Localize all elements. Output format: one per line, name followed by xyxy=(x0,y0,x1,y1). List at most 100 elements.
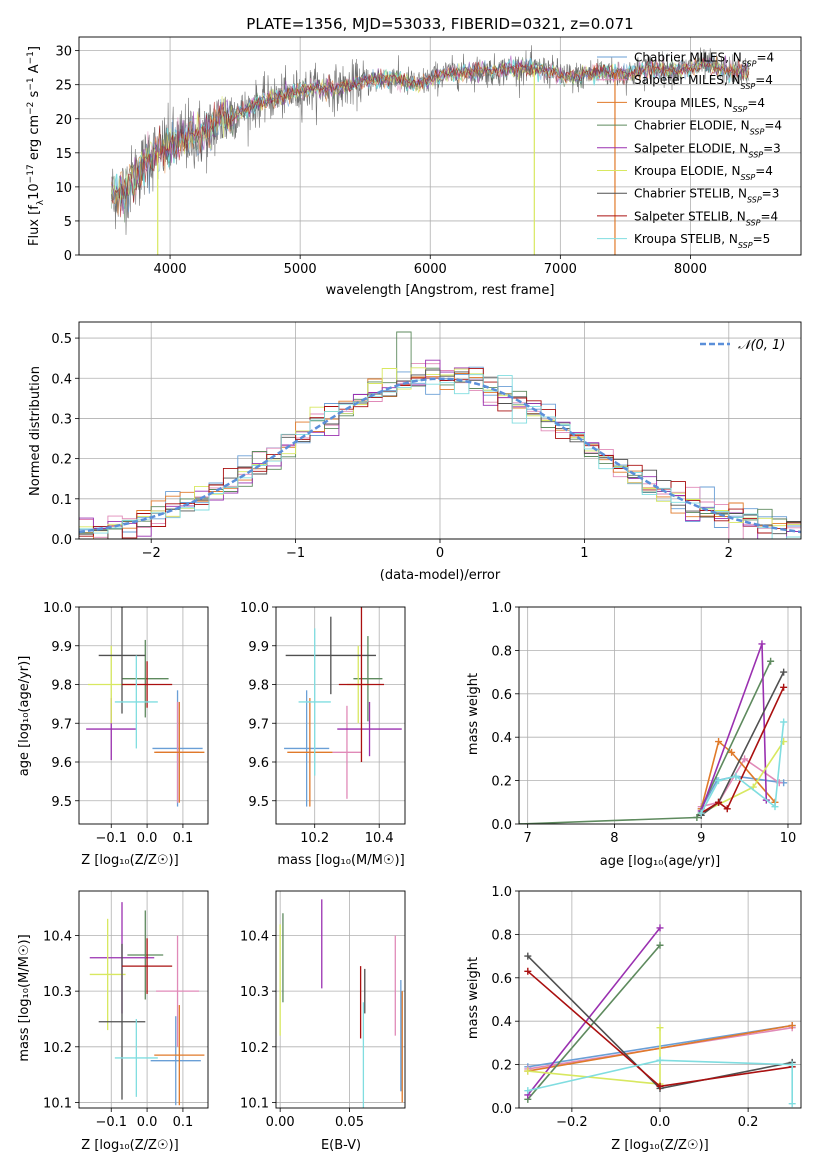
x-tick-label: 4000 xyxy=(154,262,187,277)
y-tick-label: 9.6 xyxy=(248,756,269,771)
y-tick-label: 10.0 xyxy=(43,601,72,616)
legend-label-sub: SSP xyxy=(746,218,761,227)
x-tick-label: 1 xyxy=(580,546,588,561)
legend-label: Chabrier STELIB, NSSP=3 xyxy=(634,187,779,205)
mass-weight-vs-z-panel: −0.2 0.0 0.2 0.0 0.2 0.4 0.6 0.8 1.0 Z [log₁₀(Z/… xyxy=(466,885,802,1153)
axes: −0.1 0.0 0.1 10.1 10.2 10.3 10.4 xyxy=(43,890,209,1130)
legend-label-name: Chabrier ELODIE, N xyxy=(634,119,750,133)
y-tick-label: 10.3 xyxy=(43,985,72,1000)
y-tick-label: 9.8 xyxy=(248,679,269,694)
y-tick-label: 9.9 xyxy=(248,640,269,655)
y-tick-label: 20 xyxy=(55,113,72,128)
legend-label-count: =4 xyxy=(747,96,765,110)
y-tick-label: 0.5 xyxy=(51,332,72,347)
x-tick-label: 10.2 xyxy=(300,831,329,846)
axes: 7 8 9 10 0.0 0.2 0.4 0.6 0.8 1.0 xyxy=(491,601,802,846)
axes-frame xyxy=(78,321,802,540)
model-spectrum xyxy=(111,57,750,212)
legend-label: Chabrier ELODIE, NSSP=4 xyxy=(634,119,782,137)
spectrum-xlabel: wavelength [Angstrom, rest frame] xyxy=(326,283,555,298)
plot-content xyxy=(86,607,205,807)
x-tick-label: 0.0 xyxy=(650,1115,671,1130)
mass-weight-marker xyxy=(656,941,664,949)
axes-frame xyxy=(78,890,209,1109)
axes: 4000 5000 6000 7000 8000 0 5 10 15 20 25 30 xyxy=(55,36,802,277)
x-tick-label: −0.1 xyxy=(95,1115,127,1130)
y-tick-label: 10.2 xyxy=(43,1041,72,1056)
normal-curve xyxy=(79,377,801,534)
mass-weight-marker xyxy=(656,1024,664,1032)
spectrum-panel: 4000 5000 6000 7000 8000 0 5 10 15 20 25 30 wavelen… xyxy=(26,36,802,298)
x-tick-label: 7000 xyxy=(544,262,577,277)
mass-vs-ebv-panel: 0.00 0.05 10.1 10.2 10.3 10.4 E(B-V) xyxy=(240,890,406,1153)
age-vs-z-ylabel: age [log₁₀(age/yr)] xyxy=(17,656,32,777)
mass-weight-marker xyxy=(656,1056,664,1064)
y-tick-label: 0.0 xyxy=(51,533,72,548)
mass-weight-vs-age-panel: 7 8 9 10 0.0 0.2 0.4 0.6 0.8 1.0 age [log₁₀(age/y… xyxy=(466,601,802,869)
ylabel-part: Flux [f xyxy=(27,205,42,246)
age-vs-mass-xlabel: mass [log₁₀(M/M☉)] xyxy=(277,853,404,868)
y-tick-label: 1.0 xyxy=(491,601,512,616)
legend-label: Kroupa STELIB, NSSP=5 xyxy=(634,232,770,250)
figure-title: PLATE=1356, MJD=53033, FIBERID=0321, z=0… xyxy=(246,15,633,33)
mass-weight-marker xyxy=(728,748,736,756)
y-tick-label: 0.6 xyxy=(491,972,512,987)
mass-vs-z-xlabel: Z [log₁₀(Z/Z☉)] xyxy=(81,1138,178,1153)
x-tick-label: −1 xyxy=(286,546,305,561)
y-tick-label: 0.2 xyxy=(491,1059,512,1074)
mass-weight-vs-z-plot-area: −0.2 0.0 0.2 0.0 0.2 0.4 0.6 0.8 1.0 xyxy=(491,885,802,1130)
mass-weight-marker xyxy=(788,1022,796,1030)
spectrum-plot-area: 4000 5000 6000 7000 8000 0 5 10 15 20 25 30 xyxy=(55,36,802,277)
x-tick-label: 8 xyxy=(610,831,618,846)
mass-weight-marker xyxy=(732,772,740,780)
axes-frame xyxy=(78,606,209,825)
ylabel-part: −1 xyxy=(26,51,36,64)
mass-weight-line xyxy=(700,721,785,814)
legend-label-count: =3 xyxy=(763,141,781,155)
residuals-ylabel: Normed distribution xyxy=(28,366,43,496)
y-tick-label: 10.0 xyxy=(240,601,269,616)
plot-content xyxy=(79,331,801,539)
plot-content xyxy=(519,640,788,824)
residual-histogram xyxy=(79,369,801,539)
ylabel-part: ] xyxy=(27,46,42,51)
normal-legend-label: 𝒩(0, 1) xyxy=(738,338,785,353)
spectrum-ylabel: Flux [fλ10−17 erg cm−2 s−1 A−1] xyxy=(26,46,46,246)
residuals-plot-area: −2 −1 0 1 2 0.0 0.1 0.2 0.3 0.4 0.5 xyxy=(51,321,802,561)
legend-label-name: Chabrier STELIB, N xyxy=(634,187,747,201)
residual-histogram xyxy=(79,374,801,539)
x-tick-label: 9 xyxy=(697,831,705,846)
y-tick-label: 25 xyxy=(55,79,72,94)
legend-label-sub: SSP xyxy=(747,195,762,204)
mass-weight-marker xyxy=(656,924,664,932)
mass-weight-vs-age-plot-area: 7 8 9 10 0.0 0.2 0.4 0.6 0.8 1.0 xyxy=(491,601,802,846)
mass-weight-marker xyxy=(524,1067,532,1075)
legend-label-count: =4 xyxy=(755,164,773,178)
axes: 0.00 0.05 10.1 10.2 10.3 10.4 xyxy=(240,890,406,1130)
mass-weight-line xyxy=(519,660,772,824)
legend-label-name: Kroupa ELODIE, N xyxy=(634,164,741,178)
axes: 10.2 10.4 9.5 9.6 9.7 9.8 9.9 10.0 xyxy=(240,601,406,846)
plot-content xyxy=(524,924,796,1108)
legend-label: Kroupa MILES, NSSP=4 xyxy=(634,96,765,114)
x-tick-label: −0.1 xyxy=(95,831,127,846)
x-tick-label: 0.1 xyxy=(173,831,194,846)
grid xyxy=(276,891,405,1108)
legend-label-count: =5 xyxy=(753,232,771,246)
mass-weight-marker xyxy=(697,809,705,817)
x-tick-label: 7 xyxy=(524,831,532,846)
mass-weight-marker xyxy=(715,798,723,806)
y-tick-label: 30 xyxy=(55,45,72,60)
grid xyxy=(79,891,208,1108)
age-vs-mass-plot-area: 10.2 10.4 9.5 9.6 9.7 9.8 9.9 10.0 xyxy=(240,601,406,846)
y-tick-label: 10 xyxy=(55,181,72,196)
y-tick-label: 0.4 xyxy=(51,372,72,387)
y-tick-label: 1.0 xyxy=(491,885,512,900)
mass-weight-marker xyxy=(780,683,788,691)
mw-z-ylabel: mass weight xyxy=(466,957,481,1039)
mass-weight-marker xyxy=(771,803,779,811)
x-tick-label: 0.0 xyxy=(137,831,158,846)
x-tick-label: 0.0 xyxy=(137,1115,158,1130)
mass-weight-marker xyxy=(780,718,788,726)
